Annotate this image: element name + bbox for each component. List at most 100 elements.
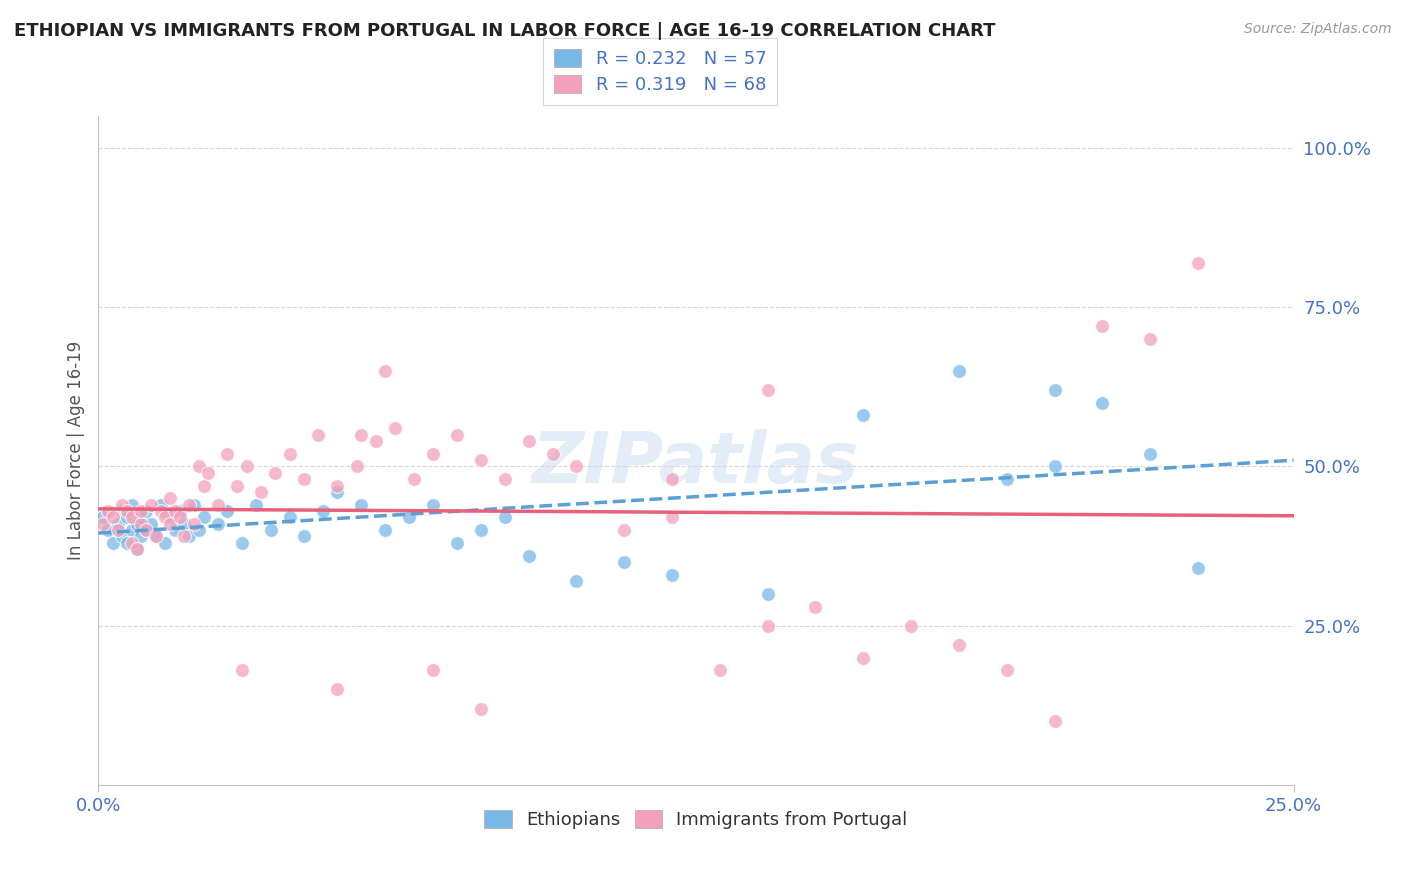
- Point: [155, 510, 177, 524]
- Point: [613, 555, 636, 569]
- Point: [159, 491, 181, 506]
- Point: [541, 447, 564, 461]
- Point: [494, 472, 516, 486]
- Point: [470, 701, 492, 715]
- Point: [384, 421, 406, 435]
- Point: [995, 472, 1018, 486]
- Point: [135, 523, 157, 537]
- Point: [207, 498, 229, 512]
- Point: [565, 574, 588, 588]
- Point: [517, 434, 540, 448]
- Point: [217, 504, 239, 518]
- Point: [470, 453, 492, 467]
- Point: [121, 523, 143, 537]
- Point: [1043, 383, 1066, 397]
- Point: [139, 516, 162, 531]
- Y-axis label: In Labor Force | Age 16-19: In Labor Force | Age 16-19: [66, 341, 84, 560]
- Point: [292, 529, 315, 543]
- Text: Source: ZipAtlas.com: Source: ZipAtlas.com: [1244, 22, 1392, 37]
- Point: [226, 478, 249, 492]
- Point: [470, 523, 492, 537]
- Point: [364, 434, 387, 448]
- Point: [135, 504, 157, 518]
- Point: [804, 599, 827, 614]
- Point: [307, 427, 329, 442]
- Point: [278, 447, 301, 461]
- Point: [346, 459, 368, 474]
- Point: [756, 618, 779, 632]
- Point: [145, 529, 167, 543]
- Point: [193, 478, 215, 492]
- Point: [1187, 561, 1209, 575]
- Point: [264, 466, 287, 480]
- Point: [1043, 714, 1066, 729]
- Point: [101, 510, 124, 524]
- Point: [231, 536, 253, 550]
- Point: [374, 523, 396, 537]
- Point: [149, 498, 172, 512]
- Point: [169, 504, 191, 518]
- Point: [183, 516, 205, 531]
- Point: [235, 459, 257, 474]
- Point: [131, 510, 153, 524]
- Point: [179, 529, 201, 543]
- Point: [121, 510, 143, 524]
- Point: [1091, 319, 1114, 334]
- Point: [852, 650, 875, 665]
- Point: [661, 472, 683, 486]
- Point: [115, 504, 138, 518]
- Point: [326, 484, 349, 499]
- Point: [121, 498, 143, 512]
- Point: [163, 504, 186, 518]
- Point: [1187, 255, 1209, 269]
- Point: [115, 510, 138, 524]
- Point: [446, 427, 468, 442]
- Point: [187, 523, 209, 537]
- Point: [350, 427, 373, 442]
- Point: [101, 536, 124, 550]
- Point: [446, 536, 468, 550]
- Point: [312, 504, 335, 518]
- Point: [948, 364, 970, 378]
- Point: [125, 542, 148, 557]
- Point: [661, 567, 683, 582]
- Point: [121, 536, 143, 550]
- Point: [149, 504, 172, 518]
- Point: [1091, 395, 1114, 409]
- Point: [97, 504, 120, 518]
- Point: [107, 516, 129, 531]
- Point: [97, 523, 120, 537]
- Point: [661, 510, 683, 524]
- Point: [173, 529, 195, 543]
- Point: [517, 549, 540, 563]
- Point: [1043, 459, 1066, 474]
- Point: [207, 516, 229, 531]
- Point: [179, 498, 201, 512]
- Point: [111, 529, 134, 543]
- Point: [135, 523, 157, 537]
- Point: [131, 516, 153, 531]
- Point: [125, 542, 148, 557]
- Point: [145, 529, 167, 543]
- Point: [422, 498, 444, 512]
- Point: [259, 523, 281, 537]
- Point: [995, 663, 1018, 677]
- Point: [193, 510, 215, 524]
- Point: [756, 383, 779, 397]
- Point: [111, 498, 134, 512]
- Point: [155, 536, 177, 550]
- Point: [350, 498, 373, 512]
- Point: [183, 498, 205, 512]
- Point: [709, 663, 731, 677]
- Point: [613, 523, 636, 537]
- Point: [398, 510, 420, 524]
- Point: [852, 409, 875, 423]
- Point: [163, 523, 186, 537]
- Point: [900, 618, 922, 632]
- Point: [422, 447, 444, 461]
- Text: ETHIOPIAN VS IMMIGRANTS FROM PORTUGAL IN LABOR FORCE | AGE 16-19 CORRELATION CHA: ETHIOPIAN VS IMMIGRANTS FROM PORTUGAL IN…: [14, 22, 995, 40]
- Point: [1139, 447, 1161, 461]
- Point: [111, 504, 134, 518]
- Point: [131, 529, 153, 543]
- Point: [159, 516, 181, 531]
